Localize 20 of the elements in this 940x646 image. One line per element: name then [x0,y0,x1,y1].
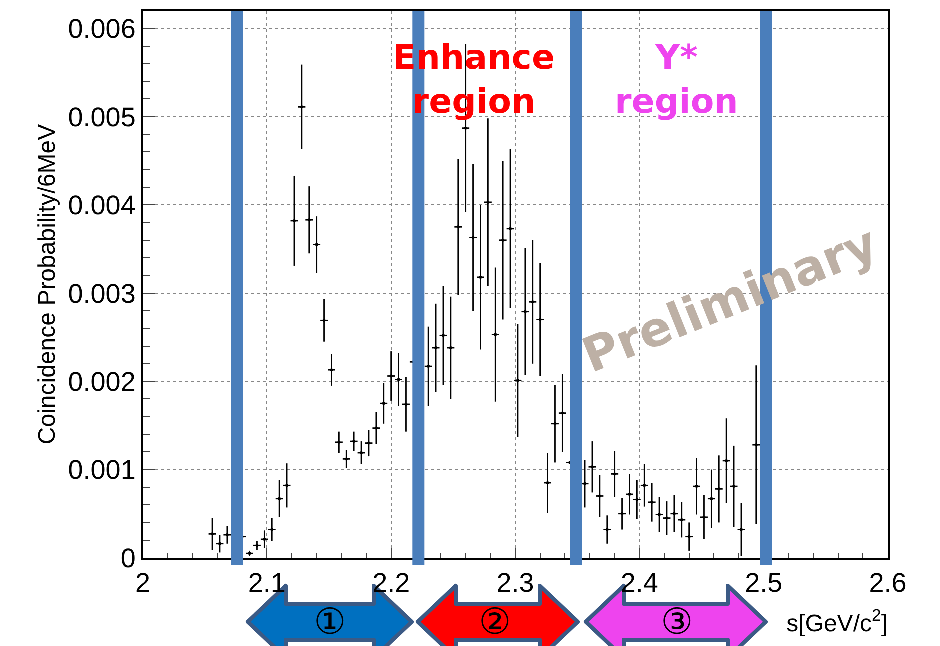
y-axis-title: Coincidence Probability/6MeV [34,124,61,445]
x-tick-label: 2.6 [869,568,907,598]
x-tick-label: 2.5 [745,568,783,598]
y-tick-label: 0.003 [68,278,136,309]
text: ③ [661,602,694,643]
annotation: Y* region [615,38,738,122]
x-tick-label: 2.1 [248,568,286,598]
x-tick-label: 2.3 [496,568,534,598]
x-tick-label: 2.2 [372,568,410,598]
x-tick-label: 2 [135,568,151,598]
y-tick-label: 0.006 [68,14,136,44]
x-axis-title: s[GeV/c$^{2}$] [786,606,888,638]
y-tick-label: 0.001 [68,455,136,486]
y-tick-label: 0.005 [68,102,136,132]
text: ① [314,602,346,643]
y-tick-label: 0.004 [68,190,136,221]
y-tick-label: 0.002 [68,367,136,397]
text: ② [479,602,512,643]
x-tick-label: 2.4 [620,568,658,598]
y-tick-label: 0 [120,543,136,574]
